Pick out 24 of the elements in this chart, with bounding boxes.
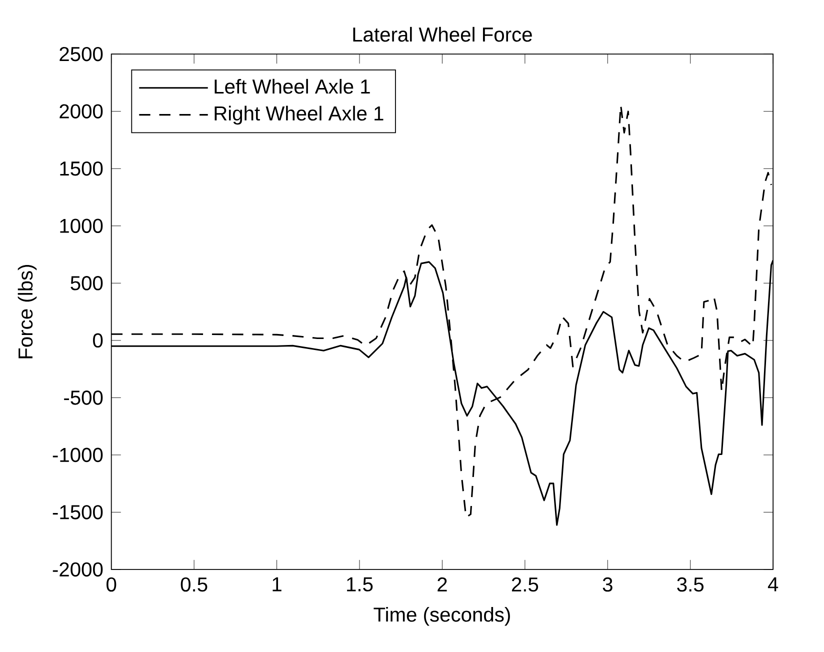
y-axis-title: Force (lbs) [18, 264, 37, 358]
legend-label: Left Wheel Axle 1 [214, 78, 370, 94]
x-tick-label: 2.5 [512, 577, 538, 592]
legend-label: Right Wheel Axle 1 [214, 106, 384, 124]
y-tick-label: -1500 [52, 504, 103, 520]
y-tick-label: 1500 [60, 161, 103, 176]
x-tick-label: 2 [438, 577, 447, 592]
x-tick-label: 1 [272, 577, 282, 592]
x-tick-label: 1.5 [347, 577, 373, 592]
x-axis-title: Time (seconds) [374, 606, 510, 626]
x-tick-label: 3.5 [677, 577, 704, 592]
y-tick-label: -2000 [52, 562, 103, 577]
y-tick-label: 1000 [60, 218, 103, 233]
x-tick-label: 3 [602, 577, 612, 592]
chart-title: Lateral Wheel Force [353, 26, 532, 42]
y-tick-label: 2500 [60, 46, 103, 62]
y-tick-label: -1000 [52, 448, 103, 462]
x-tick-label: 0.5 [180, 577, 208, 592]
y-tick-label: 0 [93, 333, 103, 348]
x-tick-label: 4 [768, 577, 778, 592]
y-tick-label: -500 [64, 390, 103, 405]
y-tick-label: 2000 [60, 104, 103, 118]
x-tick-label: 0 [106, 577, 116, 592]
y-tick-label: 500 [70, 276, 103, 290]
